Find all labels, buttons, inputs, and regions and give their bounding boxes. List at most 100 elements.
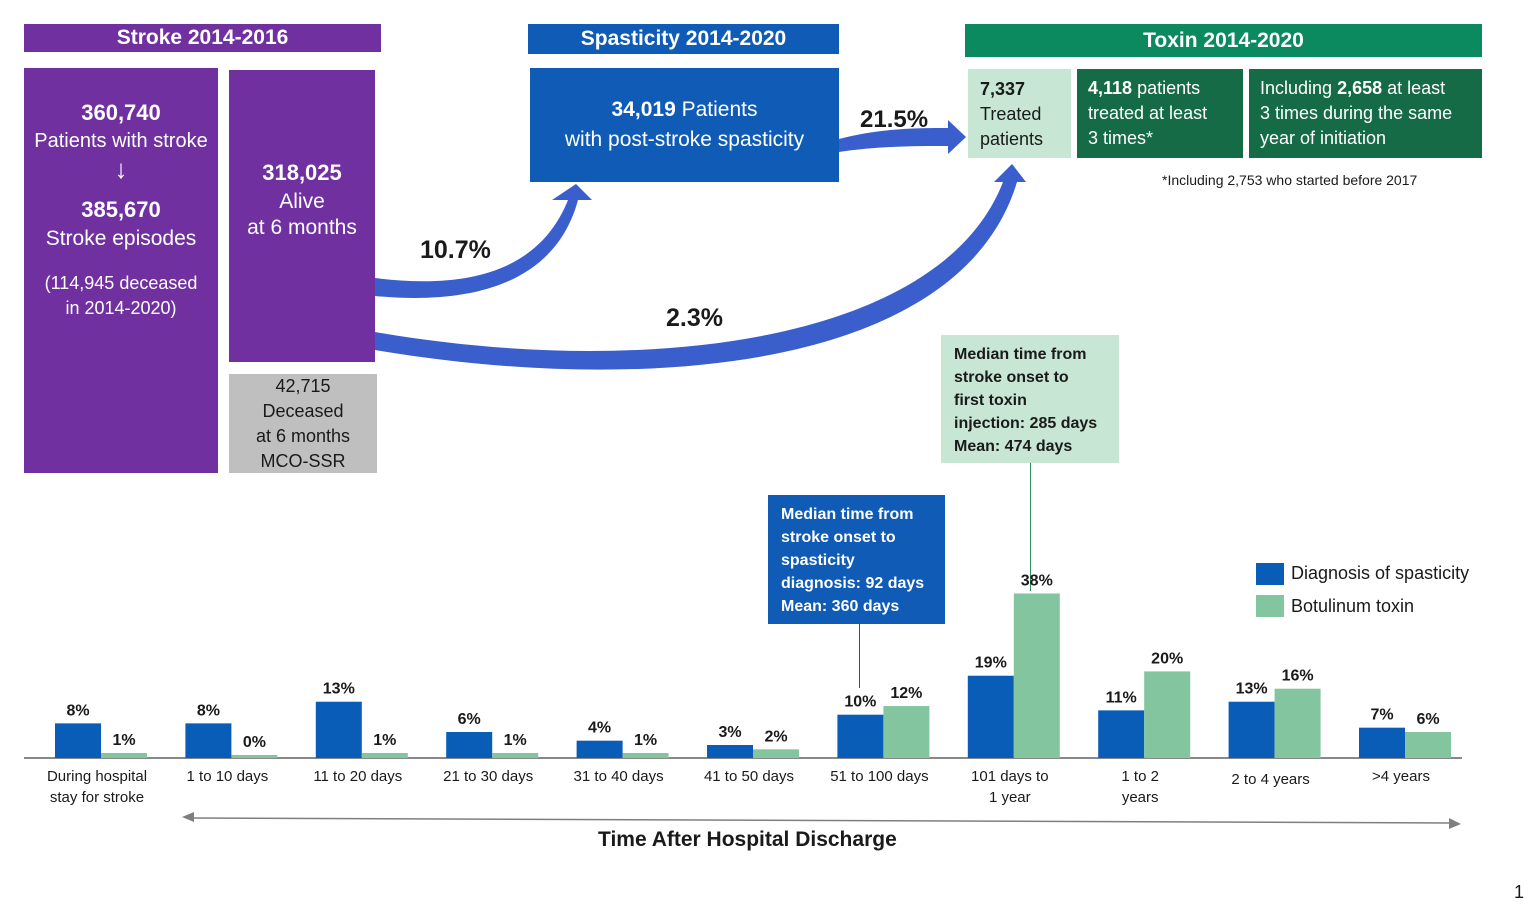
three-times-line-3: 3 times* bbox=[1088, 128, 1154, 148]
bar-spasticity-7 bbox=[967, 675, 1014, 758]
episodes-count: 385,670 bbox=[81, 197, 161, 222]
treated-line-2: patients bbox=[980, 129, 1044, 149]
deceased-6mo-line-1: Deceased bbox=[262, 400, 344, 421]
spasticity-callout-line-2: stroke onset to bbox=[781, 529, 896, 546]
bar-spasticity-2 bbox=[315, 701, 362, 758]
flow-label-2-3: 2.3% bbox=[666, 304, 723, 332]
bar-spasticity-8 bbox=[1098, 710, 1145, 758]
data-label-toxin-4: 1% bbox=[634, 732, 657, 749]
data-label-spasticity-7: 19% bbox=[975, 655, 1007, 672]
spasticity-callout-line-4: diagnosis: 92 days bbox=[781, 575, 925, 592]
category-label-8-1: years bbox=[1122, 789, 1159, 806]
bar-toxin-9 bbox=[1274, 688, 1321, 758]
bar-spasticity-5 bbox=[707, 745, 753, 758]
deceased-line-2: in 2014-2020) bbox=[65, 298, 177, 318]
spasticity-label-1: Patients bbox=[675, 98, 758, 121]
data-label-toxin-5: 2% bbox=[764, 728, 787, 745]
down-arrow-icon: ↓ bbox=[114, 154, 128, 184]
toxin-footnote: *Including 2,753 who started before 2017 bbox=[1162, 172, 1418, 188]
bar-spasticity-3 bbox=[446, 732, 493, 758]
flow-label-10-7: 10.7% bbox=[420, 236, 491, 264]
category-label-10-0: >4 years bbox=[1372, 768, 1430, 785]
category-label-2-0: 11 to 20 days bbox=[313, 768, 402, 785]
legend-swatch-toxin bbox=[1256, 595, 1284, 617]
toxin-treated-box: 7,337 Treated patients bbox=[968, 69, 1071, 158]
data-label-toxin-10: 6% bbox=[1416, 711, 1439, 728]
deceased-line-1: (114,945 deceased bbox=[44, 273, 198, 293]
same-year-post: at least bbox=[1382, 78, 1446, 98]
toxin-callout-line-1: Median time from bbox=[954, 346, 1087, 363]
data-label-spasticity-3: 6% bbox=[458, 711, 481, 728]
data-label-spasticity-6: 10% bbox=[844, 694, 876, 711]
spasticity-count: 34,019 bbox=[611, 98, 676, 121]
spasticity-median-callout: Median time from stroke onset to spastic… bbox=[768, 495, 945, 624]
data-label-toxin-1: 0% bbox=[243, 734, 266, 751]
toxin-callout-line-5: Mean: 474 days bbox=[954, 438, 1073, 455]
bar-toxin-1 bbox=[231, 755, 278, 758]
data-label-spasticity-4: 4% bbox=[588, 720, 611, 737]
deceased-6mo-line-3: MCO-SSR bbox=[260, 450, 346, 471]
same-year-line-2: 3 times during the same bbox=[1260, 103, 1453, 123]
category-label-8-0: 1 to 2 bbox=[1121, 768, 1159, 785]
bar-toxin-7 bbox=[1013, 593, 1060, 758]
spasticity-label-2: with post-stroke spasticity bbox=[564, 128, 805, 151]
time-range-left-arrowhead bbox=[182, 812, 194, 822]
data-label-spasticity-10: 7% bbox=[1370, 707, 1393, 724]
same-year-line-3: year of initiation bbox=[1260, 128, 1387, 148]
episodes-label: Stroke episodes bbox=[45, 227, 197, 250]
data-label-spasticity-5: 3% bbox=[718, 724, 741, 741]
data-label-toxin-0: 1% bbox=[112, 732, 135, 749]
data-label-toxin-9: 16% bbox=[1282, 668, 1314, 685]
same-year-pre: Including bbox=[1260, 78, 1338, 98]
patients-count: 360,740 bbox=[81, 100, 161, 125]
legend-label-spasticity: Diagnosis of spasticity bbox=[1291, 563, 1470, 583]
same-year-count: 2,658 bbox=[1337, 78, 1383, 98]
bar-spasticity-9 bbox=[1228, 701, 1275, 758]
bar-toxin-2 bbox=[361, 753, 408, 758]
data-label-spasticity-2: 13% bbox=[323, 681, 355, 698]
toxin-median-callout: Median time from stroke onset to first t… bbox=[941, 335, 1119, 463]
data-label-toxin-2: 1% bbox=[373, 732, 396, 749]
spasticity-header: Spasticity 2014-2020 bbox=[528, 24, 839, 54]
toxin-header: Toxin 2014-2020 bbox=[965, 24, 1482, 57]
time-range-right-arrowhead bbox=[1449, 818, 1461, 829]
spasticity-callout-connector bbox=[859, 624, 860, 688]
toxin-3times-box: 4,118 patients treated at least 3 times* bbox=[1077, 69, 1243, 158]
category-label-4-0: 31 to 40 days bbox=[574, 768, 664, 785]
deceased-6mo-count: 42,715 bbox=[275, 375, 331, 396]
deceased-6mo-box: 42,715 Deceased at 6 months MCO-SSR bbox=[229, 374, 377, 473]
bar-spasticity-6 bbox=[837, 714, 884, 758]
deceased-6mo-line-2: at 6 months bbox=[255, 425, 351, 446]
flow-arrow-spasticity-to-toxin bbox=[839, 120, 966, 154]
bar-spasticity-1 bbox=[185, 723, 232, 758]
toxin-callout-line-3: first toxin bbox=[954, 392, 1027, 409]
treated-line-1: Treated bbox=[980, 104, 1042, 124]
bar-toxin-10 bbox=[1405, 732, 1451, 758]
data-label-toxin-8: 20% bbox=[1151, 650, 1183, 667]
category-label-7-0: 101 days to bbox=[971, 768, 1049, 785]
three-times-line-1: patients bbox=[1132, 78, 1201, 98]
bar-spasticity-10 bbox=[1359, 727, 1405, 758]
data-label-toxin-3: 1% bbox=[504, 732, 527, 749]
toxin-same-year-box: Including 2,658 at least 3 times during … bbox=[1249, 69, 1482, 158]
toxin-callout-line-4: injection: 285 days bbox=[954, 415, 1098, 432]
category-label-0-0: During hospital bbox=[47, 768, 147, 785]
category-label-9-0: 2 to 4 years bbox=[1231, 771, 1309, 788]
bar-toxin-8 bbox=[1144, 671, 1191, 758]
toxin-callout-connector bbox=[1030, 463, 1031, 591]
stroke-patients-box: 360,740 Patients with stroke ↓ 385,670 S… bbox=[24, 68, 218, 473]
three-times-line-2: treated at least bbox=[1088, 103, 1208, 123]
alive-count: 318,025 bbox=[262, 160, 342, 185]
alive-line-2: at 6 months bbox=[247, 216, 357, 239]
data-label-spasticity-9: 13% bbox=[1236, 681, 1268, 698]
bar-toxin-5 bbox=[753, 749, 799, 758]
x-axis-title: Time After Hospital Discharge bbox=[598, 828, 897, 851]
bar-toxin-6 bbox=[883, 706, 930, 758]
flow-arrow-alive-to-spasticity bbox=[375, 184, 592, 298]
category-label-7-1: 1 year bbox=[989, 789, 1031, 806]
legend-label-toxin: Botulinum toxin bbox=[1291, 596, 1415, 616]
treated-count: 7,337 bbox=[980, 79, 1026, 99]
bar-spasticity-0 bbox=[55, 723, 101, 758]
